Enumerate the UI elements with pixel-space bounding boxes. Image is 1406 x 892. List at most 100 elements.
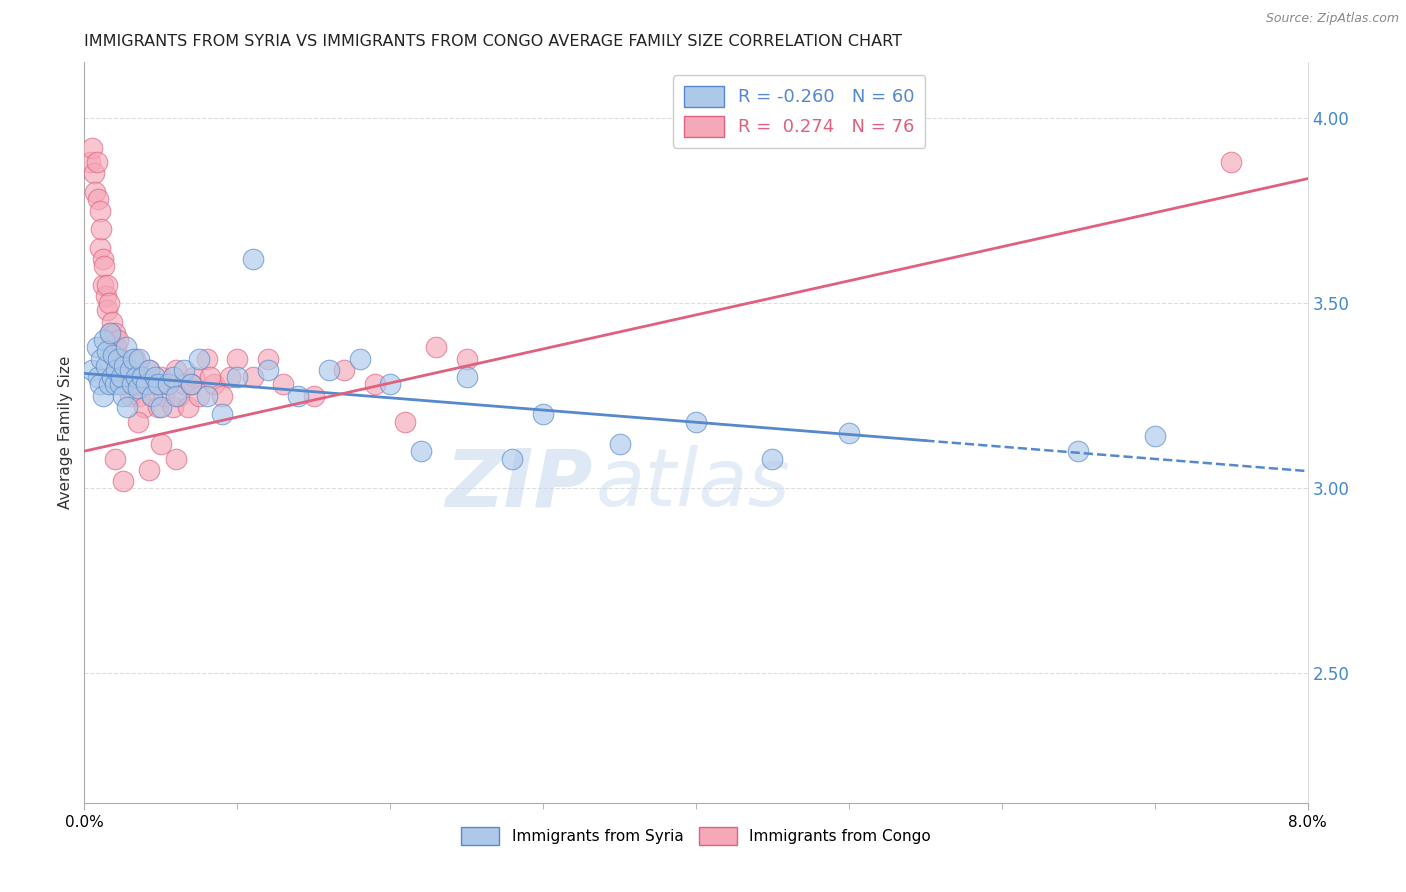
Point xyxy=(111,377,134,392)
Point xyxy=(138,362,160,376)
Point xyxy=(98,326,121,340)
Point xyxy=(132,400,155,414)
Point xyxy=(242,252,264,266)
Point xyxy=(114,341,136,355)
Point xyxy=(94,359,117,373)
Point xyxy=(364,377,387,392)
Point xyxy=(127,377,149,392)
Point xyxy=(157,377,180,392)
Point xyxy=(333,362,356,376)
Point xyxy=(124,351,146,366)
Point xyxy=(1143,429,1166,443)
Text: IMMIGRANTS FROM SYRIA VS IMMIGRANTS FROM CONGO AVERAGE FAMILY SIZE CORRELATION C: IMMIGRANTS FROM SYRIA VS IMMIGRANTS FROM… xyxy=(84,34,903,49)
Point xyxy=(195,351,218,366)
Point xyxy=(110,370,132,384)
Point xyxy=(131,370,153,384)
Point xyxy=(202,377,225,392)
Point xyxy=(838,425,860,440)
Point xyxy=(79,155,101,169)
Point xyxy=(146,400,169,414)
Point xyxy=(80,362,103,376)
Point xyxy=(111,389,134,403)
Point xyxy=(609,436,631,450)
Point xyxy=(107,333,129,347)
Point xyxy=(94,288,117,302)
Point xyxy=(177,400,200,414)
Point xyxy=(1220,155,1243,169)
Legend: Immigrants from Syria, Immigrants from Congo: Immigrants from Syria, Immigrants from C… xyxy=(456,821,936,851)
Point xyxy=(128,351,150,366)
Point xyxy=(257,362,280,376)
Point xyxy=(183,370,205,384)
Point xyxy=(89,203,111,218)
Point xyxy=(531,407,554,421)
Point xyxy=(103,341,125,355)
Point xyxy=(125,370,148,384)
Point xyxy=(107,362,129,376)
Point xyxy=(226,370,249,384)
Point xyxy=(87,193,110,207)
Point xyxy=(162,400,184,414)
Text: atlas: atlas xyxy=(596,445,790,524)
Point xyxy=(121,370,143,384)
Point xyxy=(302,389,325,403)
Point xyxy=(218,370,240,384)
Point xyxy=(131,370,153,384)
Point xyxy=(141,389,163,403)
Point xyxy=(118,377,141,392)
Point xyxy=(120,362,142,376)
Point xyxy=(271,377,294,392)
Point xyxy=(165,362,187,376)
Point xyxy=(107,351,129,366)
Point xyxy=(188,389,211,403)
Point xyxy=(146,377,169,392)
Point xyxy=(91,277,114,292)
Point xyxy=(162,370,184,384)
Point xyxy=(93,333,115,347)
Point xyxy=(143,370,166,384)
Point xyxy=(104,451,127,466)
Point xyxy=(135,377,157,392)
Point xyxy=(425,341,447,355)
Point xyxy=(456,351,478,366)
Point xyxy=(394,415,416,429)
Point xyxy=(122,377,145,392)
Point xyxy=(188,351,211,366)
Point xyxy=(96,303,118,318)
Point xyxy=(83,166,105,180)
Point xyxy=(93,259,115,273)
Point xyxy=(141,389,163,403)
Point xyxy=(96,344,118,359)
Point xyxy=(165,389,187,403)
Point xyxy=(198,370,221,384)
Point xyxy=(242,370,264,384)
Point xyxy=(115,400,138,414)
Point xyxy=(105,341,128,355)
Point xyxy=(112,362,135,376)
Point xyxy=(104,351,127,366)
Point xyxy=(80,140,103,154)
Point xyxy=(108,351,131,366)
Point xyxy=(84,185,107,199)
Point xyxy=(380,377,402,392)
Point xyxy=(98,326,121,340)
Text: ZIP: ZIP xyxy=(444,445,592,524)
Point xyxy=(318,362,340,376)
Point xyxy=(104,377,127,392)
Point xyxy=(157,377,180,392)
Point xyxy=(90,351,112,366)
Point xyxy=(115,370,138,384)
Point xyxy=(91,389,114,403)
Point xyxy=(149,400,172,414)
Point xyxy=(86,155,108,169)
Point xyxy=(143,377,166,392)
Point xyxy=(97,377,120,392)
Point xyxy=(195,389,218,403)
Point xyxy=(349,351,371,366)
Point xyxy=(122,351,145,366)
Point xyxy=(180,377,202,392)
Point xyxy=(97,296,120,310)
Point xyxy=(685,415,707,429)
Point xyxy=(89,241,111,255)
Point xyxy=(173,377,195,392)
